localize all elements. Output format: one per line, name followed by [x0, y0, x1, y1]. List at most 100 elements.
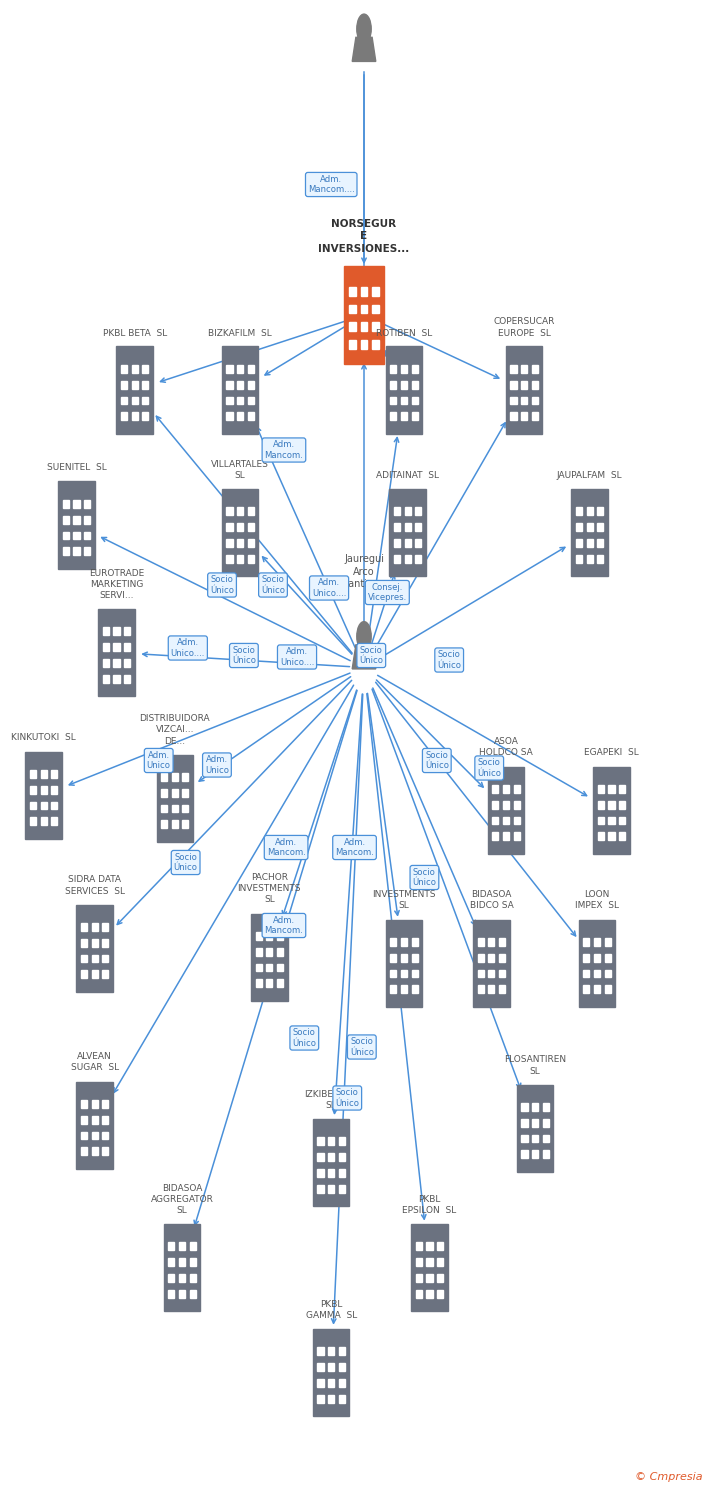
- Text: KINKUTOKI  SL: KINKUTOKI SL: [12, 734, 76, 742]
- Text: ADITAINAT  SL: ADITAINAT SL: [376, 471, 439, 480]
- Bar: [415, 555, 422, 562]
- Bar: [102, 954, 108, 963]
- Bar: [506, 346, 542, 433]
- Bar: [503, 801, 509, 808]
- Bar: [161, 804, 167, 813]
- Bar: [488, 969, 494, 978]
- Bar: [182, 821, 189, 828]
- Bar: [248, 524, 254, 531]
- Bar: [513, 784, 520, 794]
- Bar: [499, 938, 505, 946]
- Text: Adm.
Unico....: Adm. Unico....: [312, 579, 347, 597]
- Text: Socio
Único: Socio Único: [336, 1089, 359, 1107]
- Bar: [248, 538, 254, 548]
- Bar: [51, 786, 58, 794]
- Bar: [121, 413, 127, 420]
- Bar: [360, 322, 368, 332]
- Bar: [503, 784, 509, 794]
- Bar: [30, 770, 36, 778]
- Bar: [81, 1100, 87, 1108]
- Bar: [248, 364, 254, 374]
- Bar: [102, 939, 108, 946]
- Bar: [81, 954, 87, 963]
- Bar: [189, 1290, 196, 1298]
- Bar: [437, 1290, 443, 1298]
- Bar: [74, 531, 79, 540]
- Bar: [619, 816, 625, 825]
- Bar: [597, 524, 604, 531]
- Bar: [339, 1154, 345, 1161]
- Bar: [102, 1148, 108, 1155]
- Bar: [349, 322, 355, 332]
- Bar: [411, 413, 418, 420]
- Text: Adm.
Mancom.: Adm. Mancom.: [335, 839, 374, 856]
- Bar: [168, 1274, 175, 1282]
- Bar: [349, 340, 355, 350]
- Text: Socio
Único: Socio Único: [261, 576, 285, 594]
- Bar: [317, 1137, 324, 1146]
- Bar: [587, 538, 593, 548]
- Bar: [492, 784, 499, 794]
- Bar: [532, 1102, 538, 1112]
- Bar: [132, 381, 138, 388]
- Bar: [390, 381, 397, 388]
- Text: IZKIBELTEGI
SL: IZKIBELTEGI SL: [304, 1090, 358, 1110]
- Bar: [583, 986, 590, 993]
- Bar: [411, 396, 418, 405]
- Bar: [390, 969, 397, 978]
- Bar: [51, 801, 58, 810]
- Bar: [499, 954, 505, 962]
- Bar: [415, 507, 422, 516]
- Bar: [401, 364, 407, 374]
- Bar: [237, 364, 243, 374]
- Text: FLOSANTIREN
SL: FLOSANTIREN SL: [504, 1056, 566, 1076]
- Bar: [81, 1116, 87, 1124]
- Bar: [63, 516, 69, 524]
- Bar: [84, 531, 90, 540]
- Bar: [510, 364, 517, 374]
- Bar: [114, 627, 119, 636]
- Bar: [222, 346, 258, 433]
- Text: Adm.
Mancom.: Adm. Mancom.: [264, 441, 304, 459]
- Bar: [339, 1347, 345, 1356]
- Bar: [598, 833, 604, 840]
- Bar: [102, 970, 108, 978]
- Text: Socio
Único: Socio Único: [293, 1029, 316, 1047]
- Bar: [478, 954, 484, 962]
- Bar: [30, 786, 36, 794]
- Bar: [266, 932, 272, 940]
- Bar: [521, 381, 527, 388]
- Text: COPERSUCAR
EUROPE  SL: COPERSUCAR EUROPE SL: [494, 318, 555, 338]
- Bar: [401, 381, 407, 388]
- Bar: [182, 789, 189, 796]
- Bar: [521, 413, 527, 420]
- Bar: [415, 538, 422, 548]
- Bar: [84, 500, 90, 508]
- Bar: [619, 801, 625, 808]
- Bar: [360, 304, 368, 313]
- Text: EUROTRADE
MARKETING
SERVI...: EUROTRADE MARKETING SERVI...: [89, 568, 144, 600]
- Bar: [488, 954, 494, 962]
- Bar: [124, 627, 130, 636]
- Bar: [488, 938, 494, 946]
- Bar: [609, 833, 614, 840]
- Bar: [604, 969, 611, 978]
- Bar: [317, 1395, 324, 1402]
- Bar: [360, 286, 368, 296]
- Bar: [81, 1131, 87, 1140]
- Bar: [587, 507, 593, 516]
- Bar: [30, 801, 36, 810]
- Bar: [328, 1185, 334, 1192]
- Bar: [405, 524, 411, 531]
- Bar: [394, 538, 400, 548]
- Bar: [604, 938, 611, 946]
- Bar: [598, 816, 604, 825]
- Bar: [517, 1084, 553, 1172]
- Bar: [248, 413, 254, 420]
- Text: Socio
Único: Socio Único: [232, 646, 256, 664]
- Bar: [478, 986, 484, 993]
- Bar: [587, 555, 593, 562]
- Text: ASOA
HOLDCO SA: ASOA HOLDCO SA: [479, 738, 533, 758]
- Bar: [157, 754, 193, 842]
- Bar: [576, 555, 582, 562]
